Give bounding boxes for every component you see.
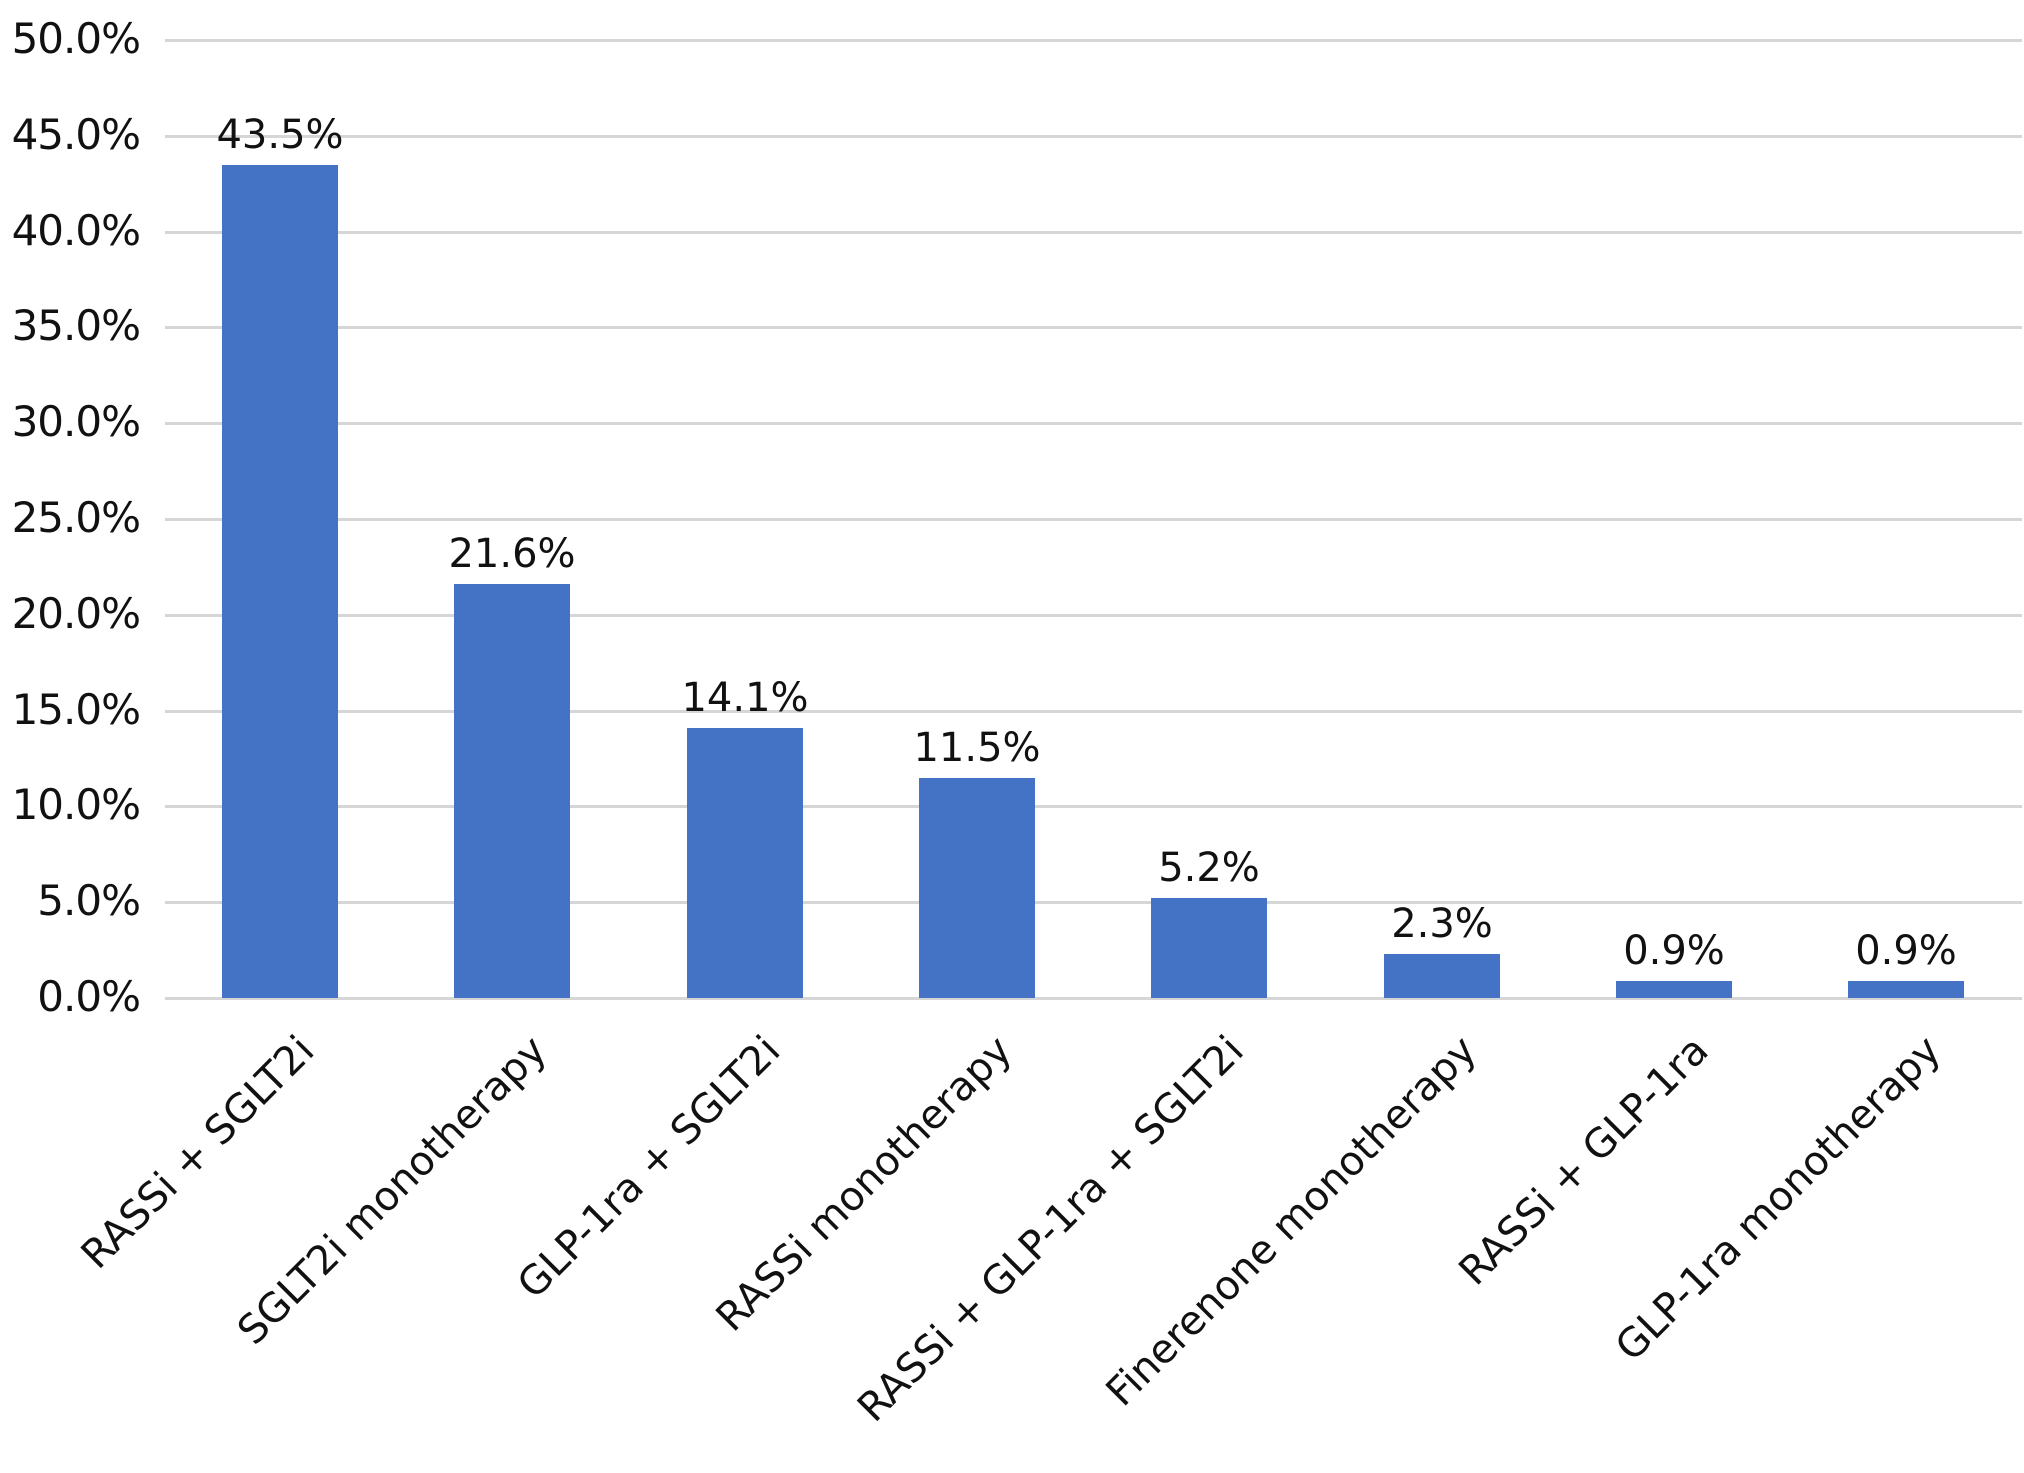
gridline <box>165 134 2022 138</box>
bar-value-label: 21.6% <box>448 531 576 578</box>
bar <box>1151 898 1267 998</box>
bar <box>687 727 803 998</box>
y-tick-label: 0.0% <box>37 972 141 1021</box>
gridline <box>165 518 2022 521</box>
bar <box>1384 953 1500 998</box>
x-category-label: GLP-1ra + SGLT2i <box>508 1027 790 1308</box>
gridline <box>165 230 2022 234</box>
bar-value-label: 2.3% <box>1391 900 1493 947</box>
y-tick-label: 15.0% <box>11 684 141 734</box>
gridline <box>165 39 2022 42</box>
x-category-label: RASSi + GLP-1ra + SGLT2i <box>849 1027 1253 1431</box>
bar <box>454 584 570 998</box>
y-tick-label: 10.0% <box>11 780 141 830</box>
gridline <box>165 901 2022 905</box>
y-tick-label: 35.0% <box>11 301 141 351</box>
bar-value-label: 14.1% <box>681 674 809 721</box>
bar-value-label: 0.9% <box>1855 927 1957 974</box>
bar-value-label: 0.9% <box>1623 927 1725 974</box>
bar <box>919 777 1035 998</box>
y-tick-label: 25.0% <box>11 493 141 542</box>
gridline <box>165 997 2022 1000</box>
gridline <box>165 326 2022 330</box>
bar-value-label: 5.2% <box>1158 845 1260 892</box>
bar-value-label: 11.5% <box>913 724 1041 771</box>
x-category-label: RASSi + GLP-1ra <box>1450 1027 1718 1295</box>
y-tick-label: 30.0% <box>11 397 141 447</box>
y-tick-label: 45.0% <box>11 109 141 159</box>
bar <box>1616 980 1732 998</box>
bar-value-label: 43.5% <box>216 111 344 158</box>
x-category-label: RASSi + SGLT2i <box>72 1027 324 1278</box>
y-tick-label: 40.0% <box>11 205 141 255</box>
bar <box>1848 980 1964 998</box>
gridline <box>165 709 2022 713</box>
y-tick-label: 20.0% <box>11 588 141 638</box>
bar <box>222 164 338 998</box>
gridline <box>165 422 2022 426</box>
gridline <box>165 805 2022 809</box>
y-tick-label: 5.0% <box>37 876 141 926</box>
gridline <box>165 613 2022 617</box>
x-category-label: Finerenone monotherapy <box>1097 1027 1486 1416</box>
y-tick-label: 50.0% <box>11 14 141 63</box>
